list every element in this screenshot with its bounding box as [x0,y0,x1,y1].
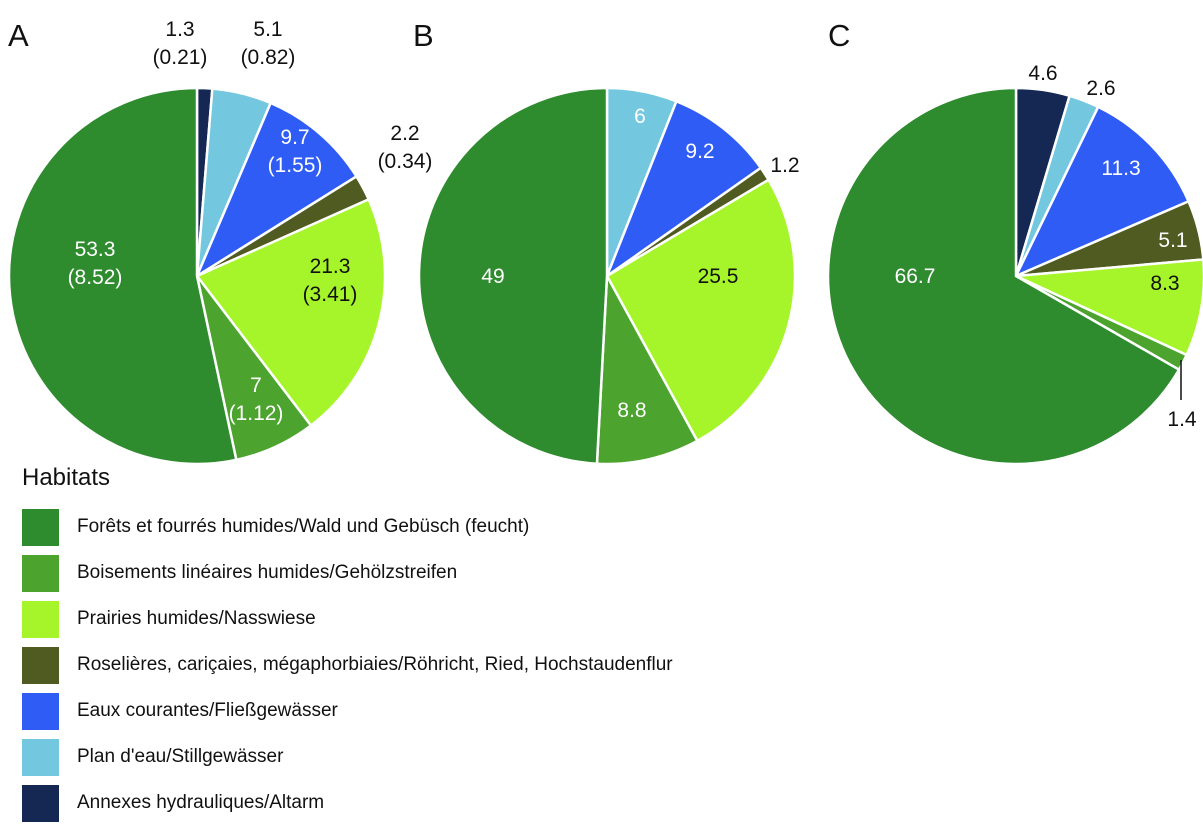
slice-label-still: 6 [634,105,646,128]
slice-label-percent: 1.3 [165,18,194,41]
pie-slice-meadow [195,197,387,428]
legend-label: Prairies humides/Nasswiese [77,608,316,629]
slice-label-percent: 21.3 [310,255,351,278]
legend-label: Plan d'eau/Stillgewässer [77,746,284,767]
slice-label-forest: 49 [481,265,504,288]
pie-slice-running [194,101,359,280]
slice-label-reed: 5.1 [1158,229,1187,252]
slice-label-area: (8.52) [68,266,123,289]
slice-label-forest: 66.7 [895,265,936,288]
slice-label-running: 9.7 (1.55) [268,126,323,177]
legend-label: Eaux courantes/Fließgewässer [77,700,338,721]
legend-swatch [22,646,59,684]
slice-label-linear: 7 (1.12) [229,374,284,425]
pie-chart-a: A 53.3 (8.52) 7 (1.12) 21.3 (3.41) 2.2 (0.34) 9.… [7,18,433,466]
legend-item-meadow: Prairies humides/Nasswiese [22,596,673,642]
slice-label-meadow: 8.3 [1150,272,1179,295]
slice-label-area: (3.41) [303,283,358,306]
slice-label-meadow: 25.5 [698,265,739,288]
pie-chart-c: C 66.7 1.4 8.3 5.1 11.3 2.6 4.6 [826,18,1203,466]
legend-item-linear: Boisements linéaires humides/Gehölzstrei… [22,550,673,596]
legend-swatch [22,738,59,776]
panel-letter-b: B [413,18,434,53]
slice-labels: 53.3 (8.52) 7 (1.12) 21.3 (3.41) 2.2 (0.34) 9.7 (… [68,18,433,425]
pie-slice-reed [1015,199,1203,278]
slice-labels: 49 8.8 25.5 1.2 9.2 6 [481,105,799,422]
pie-slice-forest [417,86,609,466]
slice-label-area: (0.21) [153,46,208,69]
pie-slice-forest [7,86,238,466]
pie-slice-meadow [605,178,797,443]
legend-item-reed: Roselières, cariçaies, mégaphorbiaies/Rö… [22,642,673,688]
slice-label-running: 11.3 [1101,157,1140,180]
legend-label: Roselières, cariçaies, mégaphorbiaies/Rö… [77,654,673,675]
slice-label-area: (0.82) [241,46,296,69]
pie-chart-b: B 49 8.8 25.5 1.2 9.2 6 [413,18,800,466]
slice-label-forest: 53.3 (8.52) [68,238,123,289]
slice-label-percent: 5.1 [253,18,282,41]
slices [7,86,387,466]
pie-slice-linear [595,271,699,466]
slice-label-still: 5.1 (0.82) [241,18,296,69]
slice-label-linear: 8.8 [617,399,646,422]
pie-slice-running [1013,105,1191,279]
slice-label-oxbow: 1.3 (0.21) [153,18,208,69]
slice-label-percent: 2.2 [390,122,419,145]
pie-slice-meadow [1011,258,1203,357]
slice-label-reed: 1.2 [770,154,799,177]
legend-item-still-water: Plan d'eau/Stillgewässer [22,734,673,780]
slice-label-area: (0.34) [378,150,433,173]
slice-label-oxbow: 4.6 [1028,62,1057,85]
legend-swatch [22,554,59,592]
legend-label: Boisements linéaires humides/Gehölzstrei… [77,562,458,583]
slice-label-reed: 2.2 (0.34) [378,122,433,173]
legend-item-oxbow: Annexes hydrauliques/Altarm [22,780,673,826]
legend-swatch [22,784,59,822]
slice-label-meadow: 21.3 (3.41) [303,255,358,306]
legend-label: Forêts et fourrés humides/Wald und Gebüs… [77,516,530,537]
slice-label-area: (1.55) [268,154,323,177]
panel-letter-a: A [8,18,29,53]
slice-label-running: 9.2 [685,140,714,163]
pie-slice-running [604,99,763,280]
slice-label-percent: 9.7 [280,126,309,149]
legend-label: Annexes hydrauliques/Altarm [77,792,325,813]
legend-swatch [22,692,59,730]
slice-label-percent: 7 [250,374,262,397]
slice-label-percent: 53.3 [75,238,116,261]
legend-item-forest: Forêts et fourrés humides/Wald und Gebüs… [22,504,673,550]
pie-slice-forest [826,86,1181,466]
slice-label-still: 2.6 [1086,77,1115,100]
slice-label-linear: 1.4 [1167,408,1197,431]
legend-item-running-water: Eaux courantes/Fließgewässer [22,688,673,734]
panel-letter-c: C [828,18,850,53]
slices [417,86,797,466]
legend-swatch [22,508,59,546]
slice-label-area: (1.12) [229,402,284,425]
legend-swatch [22,600,59,638]
legend: Habitats Forêts et fourrés humides/Wald … [22,462,673,826]
slice-labels: 66.7 1.4 8.3 5.1 11.3 2.6 4.6 [895,62,1197,431]
slices [826,86,1203,466]
legend-title: Habitats [22,464,111,491]
